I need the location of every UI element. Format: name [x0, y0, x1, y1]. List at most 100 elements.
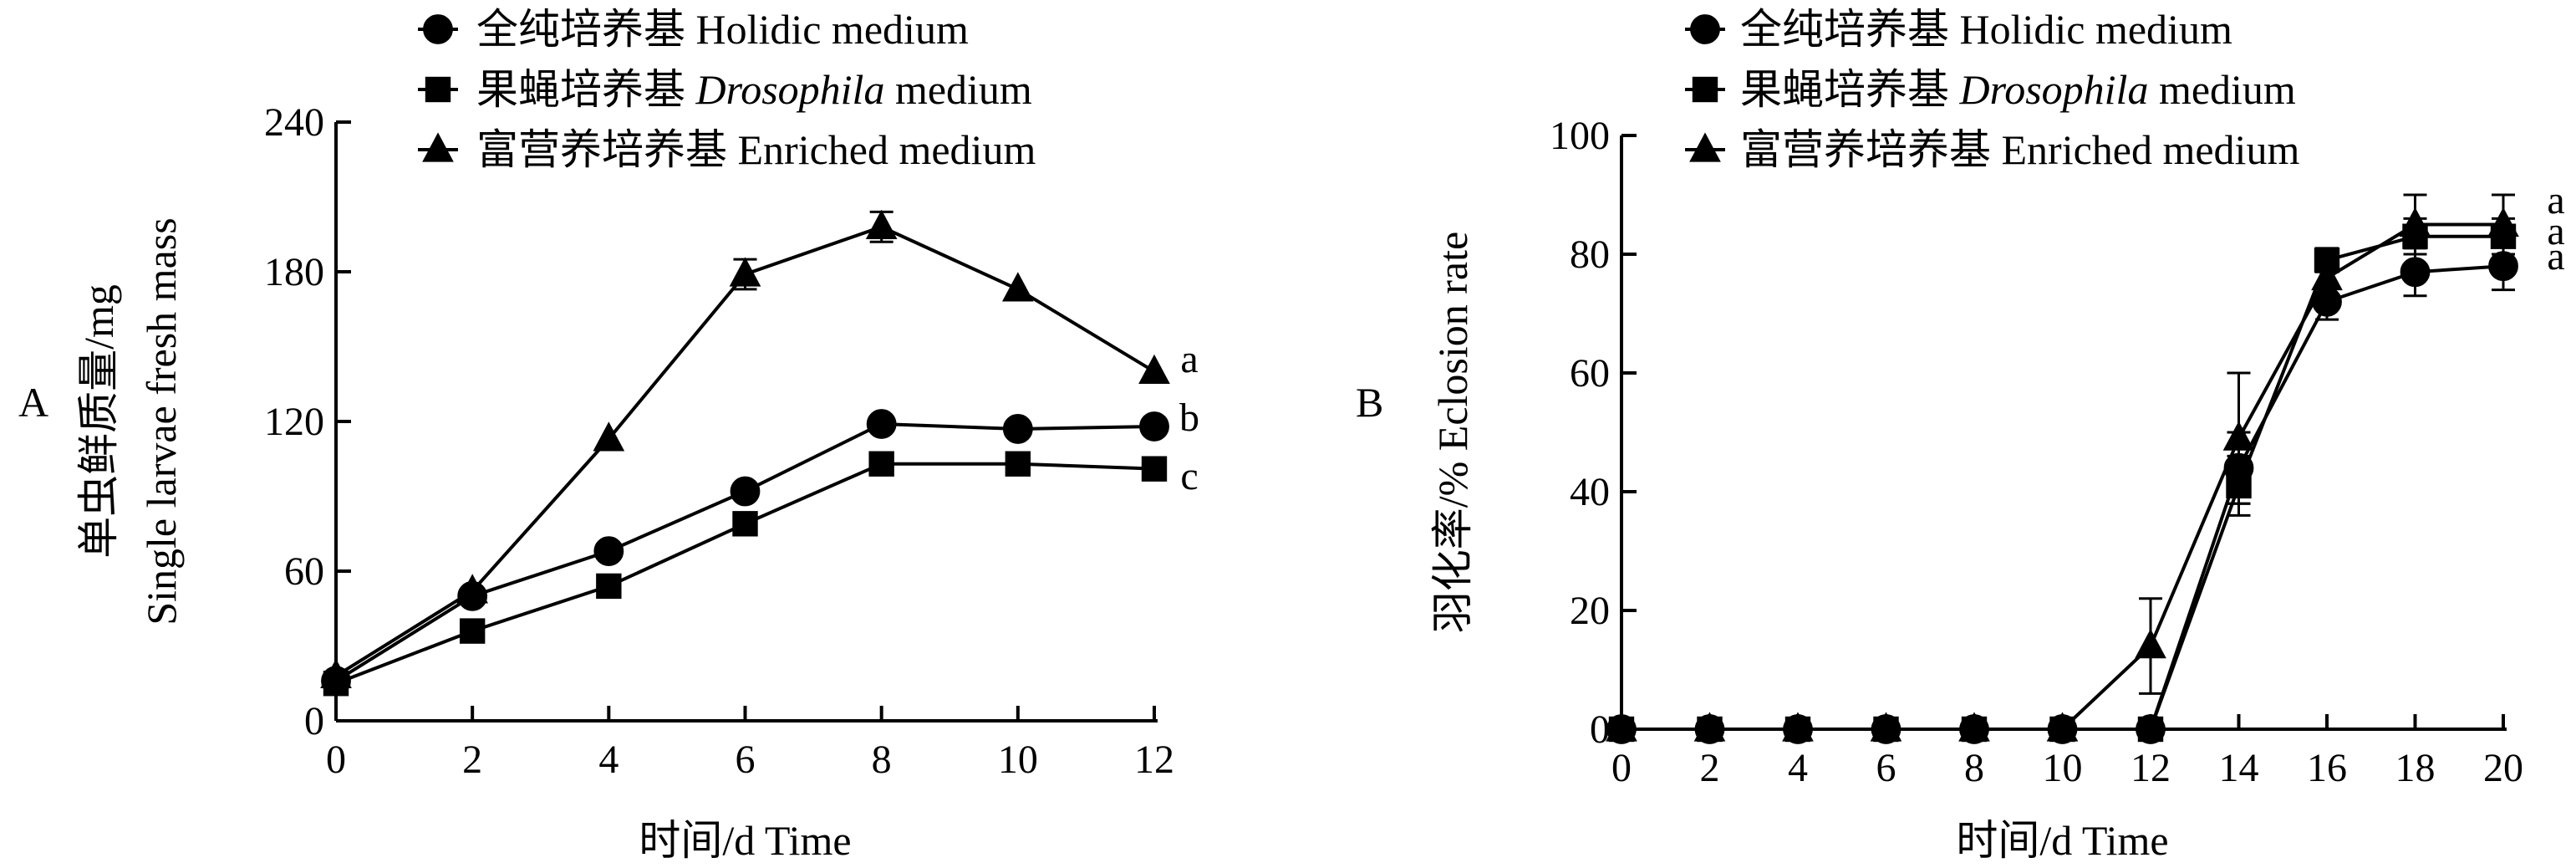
data-point [1001, 272, 1034, 302]
series-circle: b [321, 396, 1199, 697]
x-tick-label: 14 [2219, 746, 2259, 790]
x-tick-label: 18 [2395, 746, 2436, 790]
panel-letter: B [1356, 379, 1383, 426]
legend-marker [423, 14, 453, 44]
series-line [1621, 264, 2504, 731]
data-point [2399, 207, 2431, 237]
panel-letter: A [18, 379, 48, 426]
data-point [2046, 712, 2079, 742]
data-point [865, 209, 898, 239]
y-tick-label: 0 [1590, 707, 1610, 752]
data-point [2311, 260, 2343, 291]
data-point [459, 618, 486, 644]
data-point [1782, 712, 1814, 742]
x-tick-label: 16 [2307, 746, 2347, 790]
x-tick-label: 4 [1788, 746, 1808, 790]
legend-label: 果蝇培养基 Drosophila medium [476, 66, 1032, 113]
legend-marker [1690, 14, 1720, 44]
legend-marker [1689, 132, 1721, 162]
series-square: c [323, 451, 1199, 697]
x-axis-title: 时间/d Time [639, 817, 851, 864]
x-tick-label: 10 [2043, 746, 2083, 790]
data-point [866, 409, 897, 439]
y-tick-label: 0 [304, 699, 324, 743]
data-point [2137, 716, 2164, 743]
data-point [732, 511, 758, 537]
legend-item: 全纯培养基 Holidic medium [418, 6, 969, 53]
significance-letter: b [1179, 396, 1199, 440]
data-point [2488, 251, 2518, 282]
series-line [334, 225, 1156, 677]
data-point [593, 536, 624, 567]
legend: 全纯培养基 Holidic medium 果蝇培养基 Drosophila med… [418, 6, 1036, 173]
series-triangle: a [320, 209, 1199, 688]
series-circle: a [1606, 234, 2565, 744]
data-point [1870, 712, 1902, 742]
x-tick-label: 20 [2483, 746, 2523, 790]
legend-label: 富营养培养基 Enriched medium [476, 126, 1036, 173]
significance-letter: a [2547, 178, 2564, 222]
data-point [1005, 451, 1031, 477]
y-tick-label: 180 [264, 250, 324, 294]
data-point [730, 476, 761, 507]
x-tick-label: 6 [736, 738, 756, 782]
significance-letter: a [2547, 234, 2564, 278]
x-tick-label: 2 [462, 738, 482, 782]
legend-item: 全纯培养基 Holidic medium [1685, 6, 2232, 53]
series-square: a [1608, 209, 2565, 743]
x-tick-label: 4 [598, 738, 619, 782]
x-axis-title: 时间/d Time [1956, 817, 2168, 864]
data-point [2222, 421, 2255, 451]
x-tick-label: 0 [1611, 746, 1632, 790]
x-tick-label: 2 [1700, 746, 1720, 790]
data-point [593, 421, 625, 452]
data-point [1606, 712, 1637, 742]
data-point [1141, 456, 1168, 482]
legend-item: 果蝇培养基 Drosophila medium [1685, 66, 2296, 113]
data-point [1138, 354, 1170, 385]
significance-letter: a [2547, 209, 2564, 253]
y-axis-title: 羽化率/% Eclosion rate [1429, 232, 1476, 633]
series-line [334, 421, 1155, 682]
y-tick-label: 60 [284, 549, 324, 594]
data-point [1002, 414, 1033, 444]
legend-label: 全纯培养基 Holidic medium [476, 6, 969, 53]
y-tick-label: 100 [1550, 114, 1610, 158]
legend-marker [422, 132, 454, 162]
legend-item: 果蝇培养基 Drosophila medium [418, 66, 1032, 113]
y-axis-title-zh: 单虫鲜质量/mg [75, 284, 122, 559]
series-line [1621, 222, 2503, 731]
data-point [2135, 629, 2166, 659]
data-point [1693, 712, 1726, 742]
y-axis-title-en: Single larvae fresh mass [138, 217, 185, 625]
data-point [2400, 257, 2431, 288]
y-tick-label: 240 [264, 100, 324, 145]
data-point [456, 574, 489, 604]
data-point [1958, 712, 1990, 742]
significance-letter: c [1180, 454, 1198, 498]
legend-item: 富营养培养基 Enriched medium [1685, 126, 2299, 173]
x-tick-label: 12 [1134, 738, 1174, 782]
legend-label: 果蝇培养基 Drosophila medium [1740, 66, 2296, 113]
x-tick-label: 8 [872, 738, 892, 782]
y-tick-label: 40 [1570, 470, 1610, 514]
data-point [1139, 411, 1169, 442]
y-tick-label: 20 [1570, 589, 1610, 633]
y-tick-label: 80 [1570, 232, 1610, 277]
legend-label: 富营养培养基 Enriched medium [1740, 126, 2299, 173]
data-point [596, 573, 622, 600]
significance-letter: a [1180, 337, 1198, 381]
legend-label: 全纯培养基 Holidic medium [1740, 6, 2232, 53]
series-triangle: a [1606, 178, 2565, 742]
x-tick-label: 12 [2131, 746, 2171, 790]
legend-marker [1692, 76, 1718, 103]
legend-marker [425, 76, 451, 103]
y-tick-label: 60 [1570, 351, 1610, 396]
data-point [2487, 207, 2519, 237]
x-tick-label: 8 [1964, 746, 1984, 790]
data-point [868, 451, 894, 477]
legend-item: 富营养培养基 Enriched medium [418, 126, 1036, 173]
y-tick-label: 120 [264, 400, 324, 444]
data-point [320, 658, 352, 688]
